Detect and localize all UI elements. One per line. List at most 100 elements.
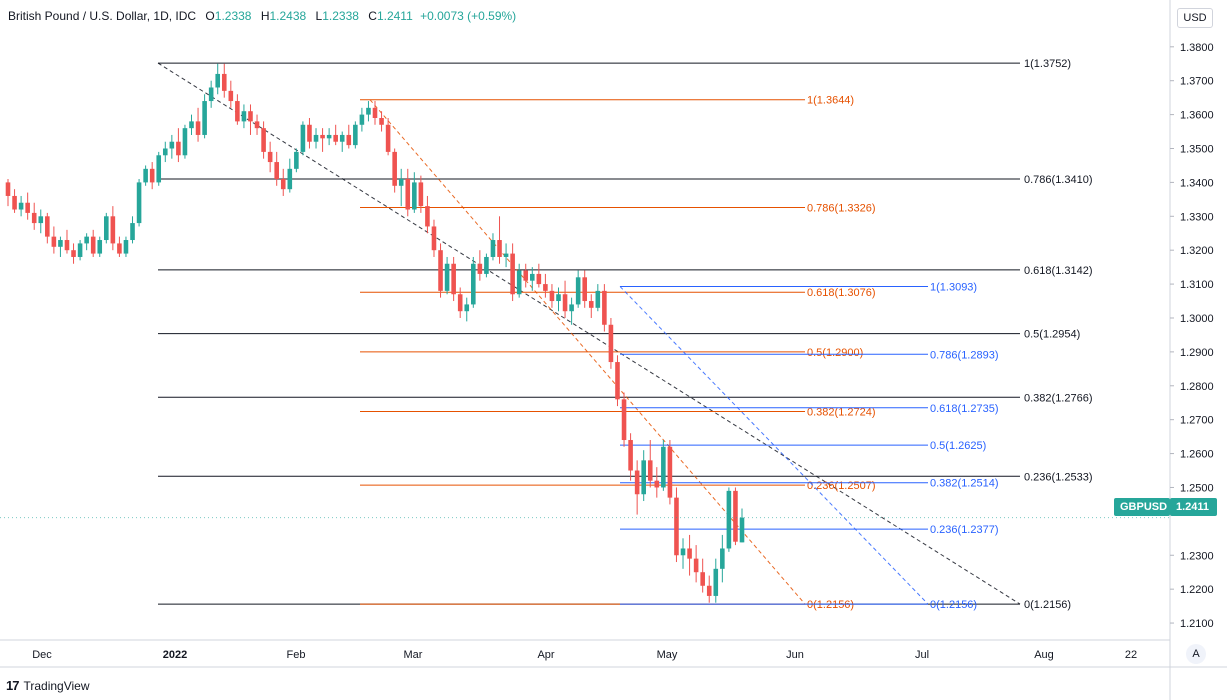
- candle-body: [739, 517, 745, 543]
- candle-body: [333, 134, 338, 142]
- candle: [398, 168, 404, 207]
- candle: [543, 273, 548, 298]
- candle: [58, 236, 63, 257]
- candle: [438, 243, 443, 298]
- candle: [182, 124, 188, 159]
- candle: [326, 128, 332, 146]
- y-tick-label: 1.2800: [1180, 381, 1214, 393]
- candle: [477, 250, 483, 281]
- candle: [588, 294, 594, 318]
- candle: [451, 256, 456, 302]
- candle: [700, 558, 705, 593]
- candle-body: [556, 294, 561, 302]
- candle: [359, 107, 365, 132]
- candle: [71, 243, 76, 264]
- candle-body: [320, 134, 325, 139]
- fib-level-label: 0(1.2156): [930, 599, 977, 611]
- time-axis[interactable]: Dec 2022 Feb Mar Apr May Jun Jul Aug 22: [32, 649, 1137, 661]
- y-tick-label: 1.3500: [1180, 144, 1214, 156]
- candle-body: [97, 240, 103, 254]
- fib-level-label: 0.5(1.2625): [930, 440, 986, 452]
- candle-body: [529, 273, 535, 281]
- fib-set-black: 1(1.3752) 0.786(1.3410) 0.618(1.3142) 0.5(1…: [157, 58, 1093, 611]
- candle: [379, 111, 384, 132]
- candle: [110, 206, 116, 251]
- candle: [654, 467, 660, 498]
- candle: [64, 229, 70, 254]
- candle: [431, 219, 437, 257]
- candle-body: [438, 250, 443, 291]
- candle-body: [359, 114, 365, 125]
- candle-body: [12, 195, 17, 210]
- candle-body: [582, 277, 588, 302]
- candle-body: [38, 216, 44, 224]
- candle: [84, 233, 89, 251]
- candle-body: [398, 179, 404, 186]
- candle: [280, 168, 286, 196]
- candle-body: [720, 548, 725, 569]
- candle: [31, 202, 37, 230]
- x-tick-label: Jul: [915, 649, 929, 661]
- candle-body: [457, 294, 463, 312]
- candle-body: [634, 470, 640, 495]
- price-axis[interactable]: 1.3800 1.3700 1.3600 1.3500 1.3400 1.3300 1.32…: [1170, 42, 1214, 630]
- tradingview-brand[interactable]: 17 TradingView: [6, 678, 90, 693]
- candle-body: [405, 179, 411, 210]
- close-label: C: [368, 9, 377, 23]
- candle-body: [202, 101, 207, 135]
- candle-body: [588, 301, 594, 308]
- candle-body: [64, 240, 70, 251]
- fib-level-label: 0.236(1.2533): [1024, 471, 1093, 483]
- candle: [608, 317, 614, 369]
- candle: [38, 209, 44, 234]
- candle: [523, 263, 529, 288]
- candle: [320, 128, 325, 152]
- candle: [104, 212, 109, 244]
- fib-level-label: 0.786(1.2893): [930, 349, 999, 361]
- candle-body: [51, 236, 57, 247]
- candle: [575, 270, 581, 308]
- candle-body: [84, 236, 89, 244]
- candle-body: [313, 134, 319, 142]
- candle: [516, 263, 522, 298]
- candle-body: [425, 206, 430, 227]
- currency-button[interactable]: USD: [1177, 8, 1213, 28]
- candle-body: [136, 182, 142, 224]
- candle: [117, 236, 122, 257]
- candle-body: [221, 73, 227, 91]
- candle-body: [464, 304, 470, 312]
- auto-scale-button[interactable]: A: [1186, 644, 1206, 664]
- candle: [634, 460, 640, 515]
- candle-body: [713, 568, 719, 596]
- candle: [18, 195, 24, 217]
- symbol-title: British Pound / U.S. Dollar, 1D, IDC: [8, 9, 197, 23]
- open-value: 1.2338: [214, 9, 252, 23]
- candle: [549, 284, 555, 308]
- y-tick-label: 1.2900: [1180, 347, 1214, 359]
- candle-body: [353, 124, 358, 146]
- candle: [490, 233, 496, 261]
- fibonacci-retracements[interactable]: 1(1.3752) 0.786(1.3410) 0.618(1.3142) 0.5(1…: [157, 58, 1093, 611]
- candle: [123, 236, 129, 257]
- x-tick-label: Feb: [287, 649, 306, 661]
- candle: [739, 508, 745, 543]
- candle: [25, 192, 30, 220]
- candle: [706, 575, 712, 603]
- candle-body: [412, 182, 417, 210]
- candle: [267, 141, 273, 173]
- fib-trendline-black: [157, 62, 1021, 605]
- candle: [130, 216, 135, 244]
- candle: [228, 80, 234, 108]
- candle: [235, 94, 240, 125]
- candle: [720, 534, 725, 583]
- candle: [562, 280, 568, 318]
- candle: [156, 151, 162, 186]
- candle: [693, 545, 699, 583]
- candle: [202, 94, 207, 139]
- fib-set-orange: 1(1.3644) 0.786(1.3326) 0.618(1.3076) 0.5(1…: [360, 95, 876, 611]
- y-tick-label: 1.3800: [1180, 42, 1214, 54]
- candle-body: [90, 236, 96, 254]
- y-tick-label: 1.3100: [1180, 279, 1214, 291]
